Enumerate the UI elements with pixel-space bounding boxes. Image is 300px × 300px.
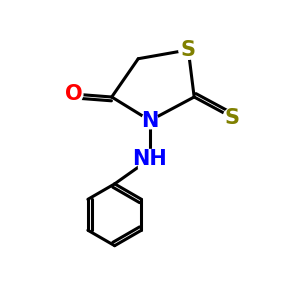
Text: S: S bbox=[181, 40, 196, 60]
Circle shape bbox=[64, 85, 83, 104]
Circle shape bbox=[179, 40, 198, 59]
Text: NH: NH bbox=[133, 149, 167, 169]
Text: S: S bbox=[225, 108, 240, 127]
Circle shape bbox=[142, 112, 158, 129]
Text: O: O bbox=[64, 84, 82, 104]
Text: N: N bbox=[141, 111, 159, 130]
Bar bbox=[138, 149, 162, 168]
Circle shape bbox=[223, 108, 242, 127]
